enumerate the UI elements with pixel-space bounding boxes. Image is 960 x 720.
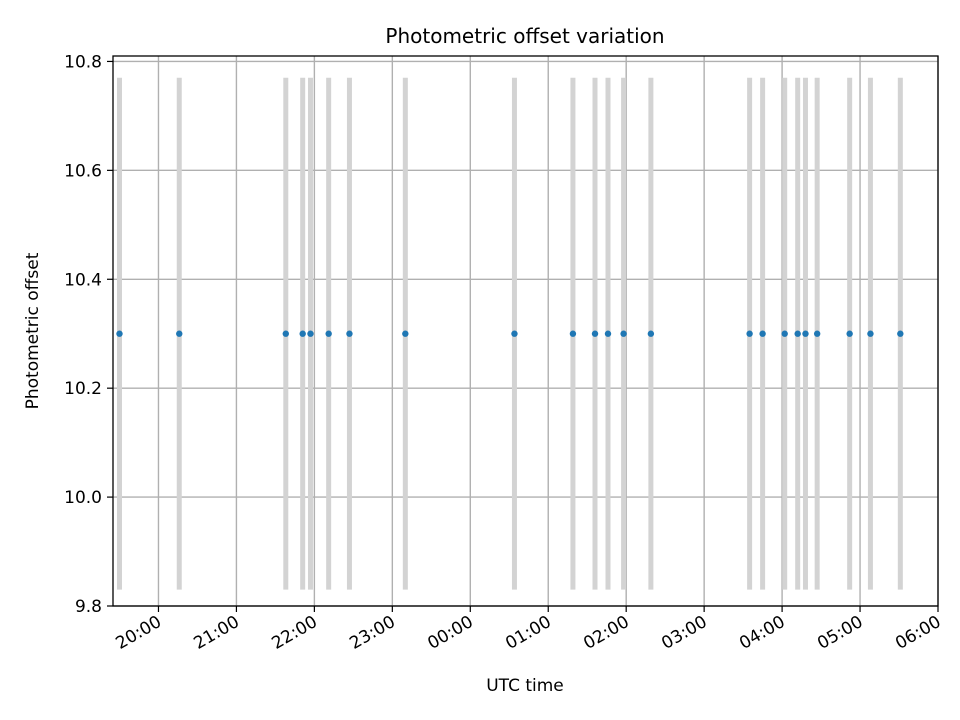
data-point (867, 330, 874, 337)
data-point (604, 330, 612, 337)
plot-frame (112, 55, 939, 607)
y-tick-label: 10.2 (64, 379, 102, 399)
data-point (794, 330, 801, 337)
data-point (647, 330, 655, 337)
data-point (569, 330, 577, 337)
chart-title: Photometric offset variation (385, 24, 664, 48)
x-axis-title: UTC time (486, 676, 564, 696)
data-point (116, 330, 123, 337)
data-point (746, 330, 753, 337)
data-point (325, 330, 332, 337)
data-point (897, 330, 904, 337)
y-axis-ticks: 9.8 10.0 10.2 10.4 10.6 10.8 (64, 52, 113, 617)
data-point (620, 330, 627, 337)
data-point (402, 330, 409, 337)
y-tick-label: 10.0 (64, 488, 102, 508)
data-point (511, 330, 518, 337)
data-point (846, 330, 853, 337)
data-point (282, 330, 289, 337)
y-axis-title: Photometric offset (23, 252, 43, 409)
y-tick-label: 9.8 (75, 597, 102, 617)
y-tick-label: 10.6 (64, 161, 102, 181)
data-point (781, 330, 788, 337)
data-point (591, 330, 599, 337)
y-tick-label: 10.8 (64, 52, 102, 72)
data-point (176, 330, 183, 337)
data-point (299, 330, 306, 337)
y-tick-label: 10.4 (64, 270, 102, 290)
data-point (813, 330, 821, 337)
data-point (346, 330, 353, 337)
data-points (116, 330, 904, 337)
data-point (307, 330, 314, 337)
data-point (802, 330, 809, 337)
data-point (759, 330, 766, 337)
